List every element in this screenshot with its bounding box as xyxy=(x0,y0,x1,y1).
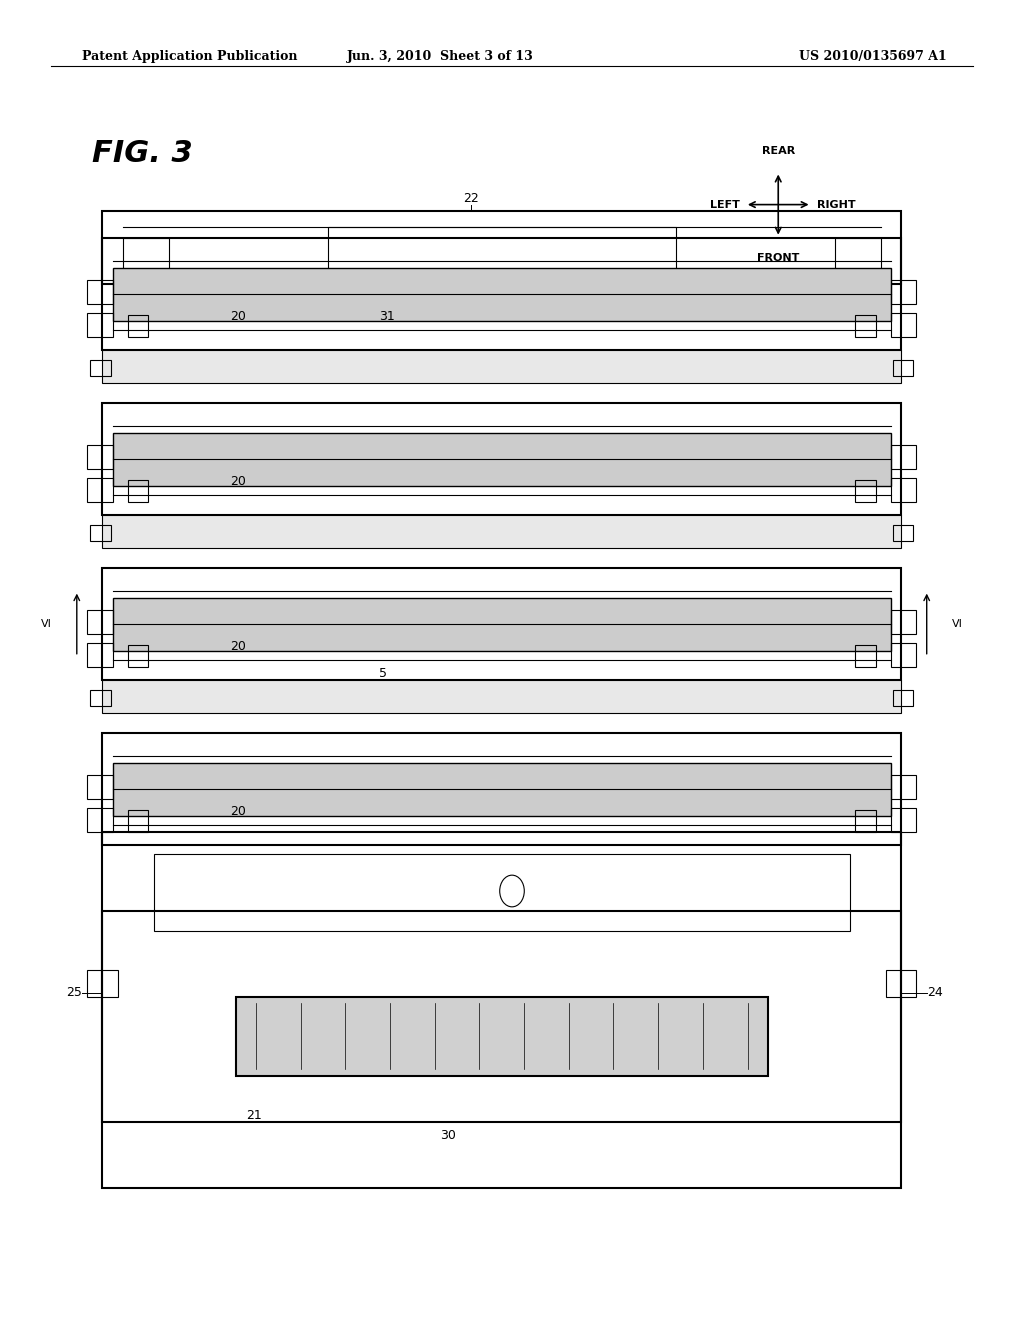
Bar xyxy=(102,680,901,713)
Text: 30: 30 xyxy=(440,1129,457,1142)
Bar xyxy=(855,315,876,337)
Bar xyxy=(893,690,913,706)
Bar xyxy=(90,525,111,541)
Bar xyxy=(891,808,916,832)
Bar xyxy=(90,690,111,706)
Text: VI: VI xyxy=(41,619,51,628)
Bar xyxy=(891,280,916,304)
Text: 22: 22 xyxy=(463,191,479,205)
Bar xyxy=(102,911,901,1188)
Bar xyxy=(87,478,113,502)
Bar xyxy=(886,970,916,997)
Bar xyxy=(102,515,901,548)
Text: 21: 21 xyxy=(246,1109,261,1122)
Bar xyxy=(891,313,916,337)
Bar xyxy=(87,280,113,304)
Bar xyxy=(102,568,901,680)
Bar xyxy=(893,360,913,376)
Text: US 2010/0135697 A1: US 2010/0135697 A1 xyxy=(799,50,946,63)
Text: RIGHT: RIGHT xyxy=(817,199,855,210)
Bar xyxy=(154,854,850,931)
Bar xyxy=(128,480,148,502)
Bar xyxy=(87,808,113,832)
Bar xyxy=(123,238,169,271)
Text: Jun. 3, 2010  Sheet 3 of 13: Jun. 3, 2010 Sheet 3 of 13 xyxy=(347,50,534,63)
Bar xyxy=(855,810,876,832)
Bar xyxy=(835,238,881,271)
Text: Patent Application Publication: Patent Application Publication xyxy=(82,50,297,63)
Bar xyxy=(236,997,768,1076)
Bar xyxy=(87,610,113,634)
Text: VI: VI xyxy=(952,619,963,628)
Text: 5: 5 xyxy=(379,667,387,680)
Bar xyxy=(891,445,916,469)
Bar xyxy=(87,313,113,337)
Bar xyxy=(891,478,916,502)
Bar xyxy=(113,268,891,321)
Bar xyxy=(128,645,148,667)
Text: FIG. 3: FIG. 3 xyxy=(92,139,193,168)
Text: FRONT: FRONT xyxy=(757,253,800,264)
Bar xyxy=(102,403,901,515)
Bar xyxy=(113,598,891,651)
Bar xyxy=(891,610,916,634)
Bar xyxy=(87,775,113,799)
Bar xyxy=(87,970,118,997)
Bar xyxy=(128,315,148,337)
Bar xyxy=(328,227,676,273)
Bar xyxy=(891,643,916,667)
Text: REAR: REAR xyxy=(762,145,795,156)
Bar xyxy=(87,643,113,667)
Text: 24: 24 xyxy=(927,986,942,999)
Text: 20: 20 xyxy=(230,475,247,488)
Bar xyxy=(891,775,916,799)
Bar xyxy=(102,733,901,845)
Bar xyxy=(102,238,901,350)
Text: 20: 20 xyxy=(230,310,247,323)
Text: 20: 20 xyxy=(230,805,247,818)
Bar xyxy=(128,810,148,832)
Bar xyxy=(113,763,891,816)
Text: LEFT: LEFT xyxy=(710,199,739,210)
Text: 31: 31 xyxy=(379,310,394,323)
Bar xyxy=(90,360,111,376)
Text: 20: 20 xyxy=(230,640,247,653)
Bar xyxy=(102,832,901,1122)
Text: 25: 25 xyxy=(66,986,82,999)
Bar xyxy=(113,433,891,486)
Bar xyxy=(893,525,913,541)
Bar xyxy=(855,645,876,667)
Bar xyxy=(102,211,901,284)
Bar xyxy=(855,480,876,502)
Bar xyxy=(102,350,901,383)
Bar xyxy=(87,445,113,469)
